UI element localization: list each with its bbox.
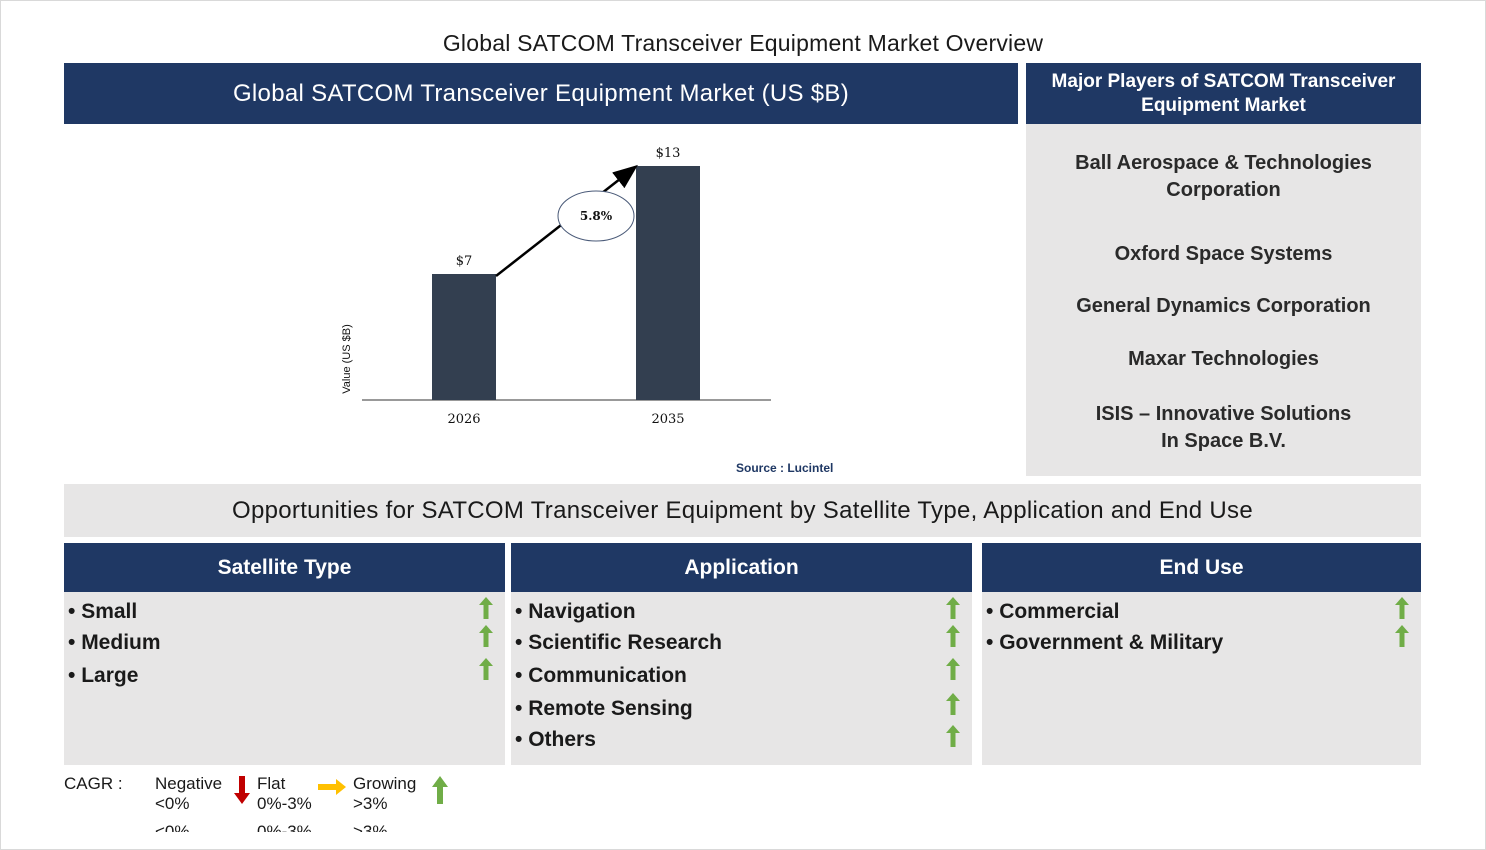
list-item: • Scientific Research [515,631,722,654]
bar-2035 [636,166,700,400]
segment-panel-satellite-type: • Small • Medium • Large [64,592,505,765]
legend-negative: Negative <0% [155,774,222,814]
player-line: Oxford Space Systems [1114,243,1333,265]
item-label: Small [81,600,138,623]
list-item: • Large [68,664,139,687]
growing-arrow-icon [479,658,493,680]
item-label: Scientific Research [528,631,722,654]
player-oxford-space: Oxford Space Systems [1026,241,1421,268]
bar-chart: Value (US $B) $7 2026 $13 2035 5.8% [341,146,771,427]
player-general-dynamics: General Dynamics Corporation [1026,293,1421,320]
player-isis: ISIS – Innovative Solutions In Space B.V… [1026,401,1421,455]
cagr-bubble [557,190,635,242]
y-axis-label: Value (US $B) [341,324,353,394]
list-item: • Others [515,728,596,751]
item-label: Large [81,664,139,687]
bars-group: $7 2026 $13 2035 [432,146,700,427]
item-label: Remote Sensing [528,697,693,720]
list-item: • Navigation [515,600,636,623]
growing-arrow-icon [946,597,960,619]
player-ball-aerospace: Ball Aerospace & Technologies Corporatio… [1026,150,1421,204]
legend-growing-range: >3% [353,794,388,813]
item-label: Communication [528,664,687,687]
growing-arrow-icon [946,658,960,680]
growing-arrow-icon [946,625,960,647]
x-tick-label-2035: 2035 [651,412,684,427]
list-item: • Small [68,600,138,623]
player-line: Corporation [1166,179,1281,201]
item-label: Navigation [528,600,636,623]
list-item: • Communication [515,664,687,687]
legend-negative-range: <0% [155,794,190,813]
segment-header-satellite-type: Satellite Type [64,543,505,592]
player-line: ISIS – Innovative Solutions [1095,403,1352,425]
players-header: Major Players of SATCOM Transceiver Equi… [1026,63,1421,124]
player-line: Maxar Technologies [1128,348,1319,370]
segment-header-application: Application [511,543,972,592]
bar-2026 [432,274,496,400]
segment-header-end-use: End Use [982,543,1421,592]
legend-negative-range-ghost: <0% [155,822,190,832]
growing-arrow-icon [1395,597,1409,619]
opportunities-title: Opportunities for SATCOM Transceiver Equ… [64,484,1421,537]
legend-negative-name: Negative [155,774,223,793]
x-tick-label-2026: 2026 [447,412,480,427]
red-down-arrow-icon [234,776,250,804]
item-label: Government & Military [999,631,1224,654]
cagr-label: 5.8% [580,209,613,223]
legend-flat-range-ghost: 0%-3% [257,822,312,832]
green-up-arrow-icon [432,776,448,804]
list-item: • Commercial [986,600,1120,623]
growing-arrow-icon [1395,625,1409,647]
chart-panel-header: Global SATCOM Transceiver Equipment Mark… [64,63,1018,124]
data-label-2026: $7 [456,254,473,269]
legend-flat-range: 0%-3% [257,794,312,813]
page-title: Global SATCOM Transceiver Equipment Mark… [442,30,1044,56]
players-panel: Ball Aerospace & Technologies Corporatio… [1026,124,1421,476]
legend-growing-name: Growing [353,774,417,793]
player-line: General Dynamics Corporation [1076,295,1371,317]
item-label: Medium [81,631,161,654]
legend-growing: Growing >3% [353,774,416,814]
segment-panel-end-use: • Commercial • Government & Military [982,592,1421,765]
list-item: • Medium [68,631,161,654]
growing-arrow-icon [946,725,960,747]
legend-flat: Flat 0%-3% [257,774,312,814]
chart-source: Source : Lucintel [736,461,834,475]
growing-arrow-icon [946,693,960,715]
growing-arrow-icon [479,597,493,619]
list-item: • Government & Military [986,631,1224,654]
item-label: Commercial [999,600,1120,623]
segment-panel-application: • Navigation • Scientific Research • Com… [511,592,972,765]
player-line: In Space B.V. [1161,430,1286,452]
data-label-2035: $13 [656,146,681,161]
legend-label: CAGR : [64,774,123,793]
player-maxar: Maxar Technologies [1026,346,1421,373]
list-item: • Remote Sensing [515,697,693,720]
growing-arrow-icon [479,625,493,647]
item-label: Others [528,728,596,751]
player-line: Ball Aerospace & Technologies [1075,152,1372,174]
legend-growing-range-ghost: >3% [353,822,388,832]
yellow-right-arrow-icon [318,779,346,795]
legend-flat-name: Flat [257,774,286,793]
